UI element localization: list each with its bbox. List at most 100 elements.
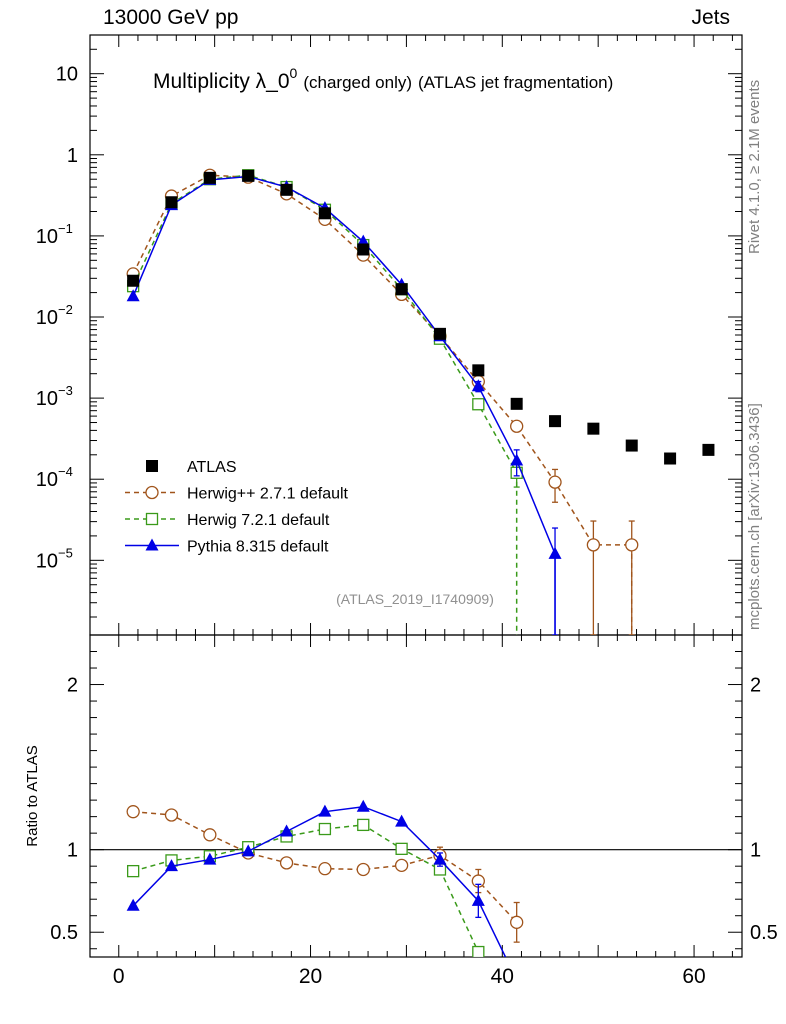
data-point-atlas: [280, 183, 293, 196]
data-point-pythia-8-315-default: [471, 379, 485, 392]
series-line-herwig-7-2-1-default: [132, 174, 518, 474]
ratio-y-axis-label: Ratio to ATLAS: [24, 745, 41, 846]
ratio-plot-frame: [89, 634, 743, 958]
ratio-point-pythia-8-315-default: [318, 804, 332, 817]
data-point-atlas: [433, 327, 446, 340]
data-point-atlas: [203, 171, 216, 184]
data-point-atlas: [395, 283, 408, 296]
main-y-tick-label-base: 10: [36, 469, 58, 491]
data-point-atlas: [549, 415, 562, 428]
data-point-atlas: [165, 196, 178, 209]
ratio-point-pythia-8-315-default: [203, 852, 217, 865]
data-point-atlas: [242, 169, 255, 182]
main-y-axis-ticks: [90, 34, 742, 618]
legend: ATLAS Herwig++ 2.7.1 default Herwig 7.2.1 …: [125, 459, 349, 556]
ratio-point-herwig-7-2-1-default: [395, 842, 408, 855]
plot-title-charged-only: (charged only): [303, 73, 412, 92]
ratio-point-herwig-7-2-1-default: [472, 945, 485, 957]
legend-label-atlas: ATLAS: [187, 459, 237, 476]
ratio-y-tick-label-right: 2: [750, 675, 761, 697]
main-y-tick-label-base: 10: [36, 307, 58, 329]
data-point-atlas: [318, 207, 331, 220]
legend-label-herwig-7-2-1-default: Herwig 7.2.1 default: [187, 512, 330, 529]
main-y-tick-label: 10 −2: [36, 302, 73, 329]
ratio-series-herwig-2-7-1-default: [126, 805, 524, 943]
data-point-atlas: [510, 397, 523, 410]
ratio-point-herwig-2-7-1-default: [279, 856, 294, 870]
header-left-label: 13000 GeV pp: [103, 6, 239, 29]
ratio-point-herwig-2-7-1-default: [203, 828, 217, 842]
ratio-y-tick-label-left: 2: [67, 675, 78, 697]
ratio-panel-series: [126, 799, 524, 957]
main-y-tick-label-exponent: −1: [58, 221, 73, 236]
ratio-point-herwig-2-7-1-default: [356, 862, 370, 877]
data-point-pythia-8-315-default: [510, 453, 524, 466]
main-y-tick-label: 1: [67, 145, 78, 167]
plot-title-main: Multiplicity λ_0: [153, 70, 290, 93]
legend-entry-pythia-8-315-default: Pythia 8.315 default: [125, 538, 329, 556]
main-y-tick-label: 10 −4: [36, 464, 73, 491]
ratio-point-herwig-2-7-1-default: [164, 808, 179, 822]
ratio-point-pythia-8-315-default: [395, 814, 409, 827]
data-point-atlas: [472, 364, 485, 377]
ratio-y-tick-label-left: 0.5: [50, 922, 78, 944]
legend-marker-atlas: [146, 460, 158, 472]
main-y-tick-label-exponent: −2: [58, 302, 73, 317]
series-herwig-2-7-1-default: [126, 168, 639, 635]
ratio-point-herwig-2-7-1-default: [510, 915, 524, 929]
header-right-label: Jets: [691, 6, 730, 29]
series-atlas: [127, 169, 715, 465]
legend-marker-pythia-8-315-default: [145, 538, 159, 551]
main-y-tick-label-exponent: −5: [58, 545, 73, 560]
main-y-tick-label-base: 10: [36, 550, 58, 572]
ratio-y-tick-label-right: 0.5: [750, 922, 778, 944]
legend-label-herwig-2-7-1-default: Herwig++ 2.7.1 default: [187, 486, 349, 503]
main-y-tick-label: 10 −3: [36, 383, 73, 410]
ratio-point-pythia-8-315-default: [241, 844, 255, 857]
ratio-point-pythia-8-315-default: [280, 824, 294, 837]
main-y-tick-label: 10 −1: [36, 221, 73, 248]
series-herwig-7-2-1-default: [126, 169, 523, 635]
ratio-y-tick-label-right: 1: [750, 840, 761, 862]
data-point-herwig-7-2-1-default: [472, 398, 485, 411]
data-point-herwig-2-7-1-default: [548, 475, 562, 489]
legend-marker-herwig-7-2-1-default: [145, 512, 159, 526]
ratio-point-pythia-8-315-default: [165, 859, 178, 872]
ratio-point-pythia-8-315-default: [433, 852, 447, 865]
data-point-pythia-8-315-default: [126, 289, 140, 302]
ratio-point-herwig-2-7-1-default: [394, 858, 409, 873]
legend-entry-herwig-7-2-1-default: Herwig 7.2.1 default: [125, 512, 330, 529]
ratio-point-herwig-2-7-1-default: [318, 862, 332, 876]
legend-entry-herwig-2-7-1-default: Herwig++ 2.7.1 default: [125, 486, 349, 503]
main-y-tick-label: 10: [56, 64, 78, 86]
ratio-point-pythia-8-315-default: [356, 799, 370, 812]
main-y-tick-label: 10 −5: [36, 545, 73, 572]
analysis-tag: (ATLAS_2019_I1740909): [336, 591, 494, 607]
x-tick-label: 20: [299, 965, 322, 988]
data-point-atlas: [587, 422, 600, 435]
series-line-pythia-8-315-default: [132, 175, 556, 555]
ratio-point-pythia-8-315-default: [471, 893, 485, 906]
data-point-atlas: [357, 243, 370, 256]
plot-title-superscript: 0: [290, 65, 298, 81]
ratio-point-herwig-7-2-1-default: [126, 864, 140, 878]
data-point-atlas: [664, 452, 677, 465]
main-panel-series: [126, 168, 715, 635]
data-point-atlas: [127, 274, 140, 287]
data-point-herwig-2-7-1-default: [586, 538, 601, 552]
ratio-point-pythia-8-315-default: [126, 898, 140, 911]
ratio-point-herwig-7-2-1-default: [357, 818, 370, 832]
ratio-point-herwig-7-2-1-default: [318, 822, 332, 836]
data-point-pythia-8-315-default: [548, 546, 562, 559]
plot-title-analysis: (ATLAS jet fragmentation): [418, 73, 613, 92]
data-point-herwig-2-7-1-default: [625, 538, 639, 552]
ratio-line-herwig-7-2-1-default: [132, 824, 485, 957]
main-y-tick-label-base: 10: [36, 388, 58, 410]
x-tick-label: 60: [682, 965, 705, 988]
data-point-atlas: [625, 439, 638, 452]
ratio-series-pythia-8-315-default: [126, 799, 507, 957]
main-y-tick-label-base: 10: [36, 226, 58, 248]
main-y-tick-label-exponent: −4: [58, 464, 73, 479]
x-axis-ticks: [118, 35, 733, 957]
